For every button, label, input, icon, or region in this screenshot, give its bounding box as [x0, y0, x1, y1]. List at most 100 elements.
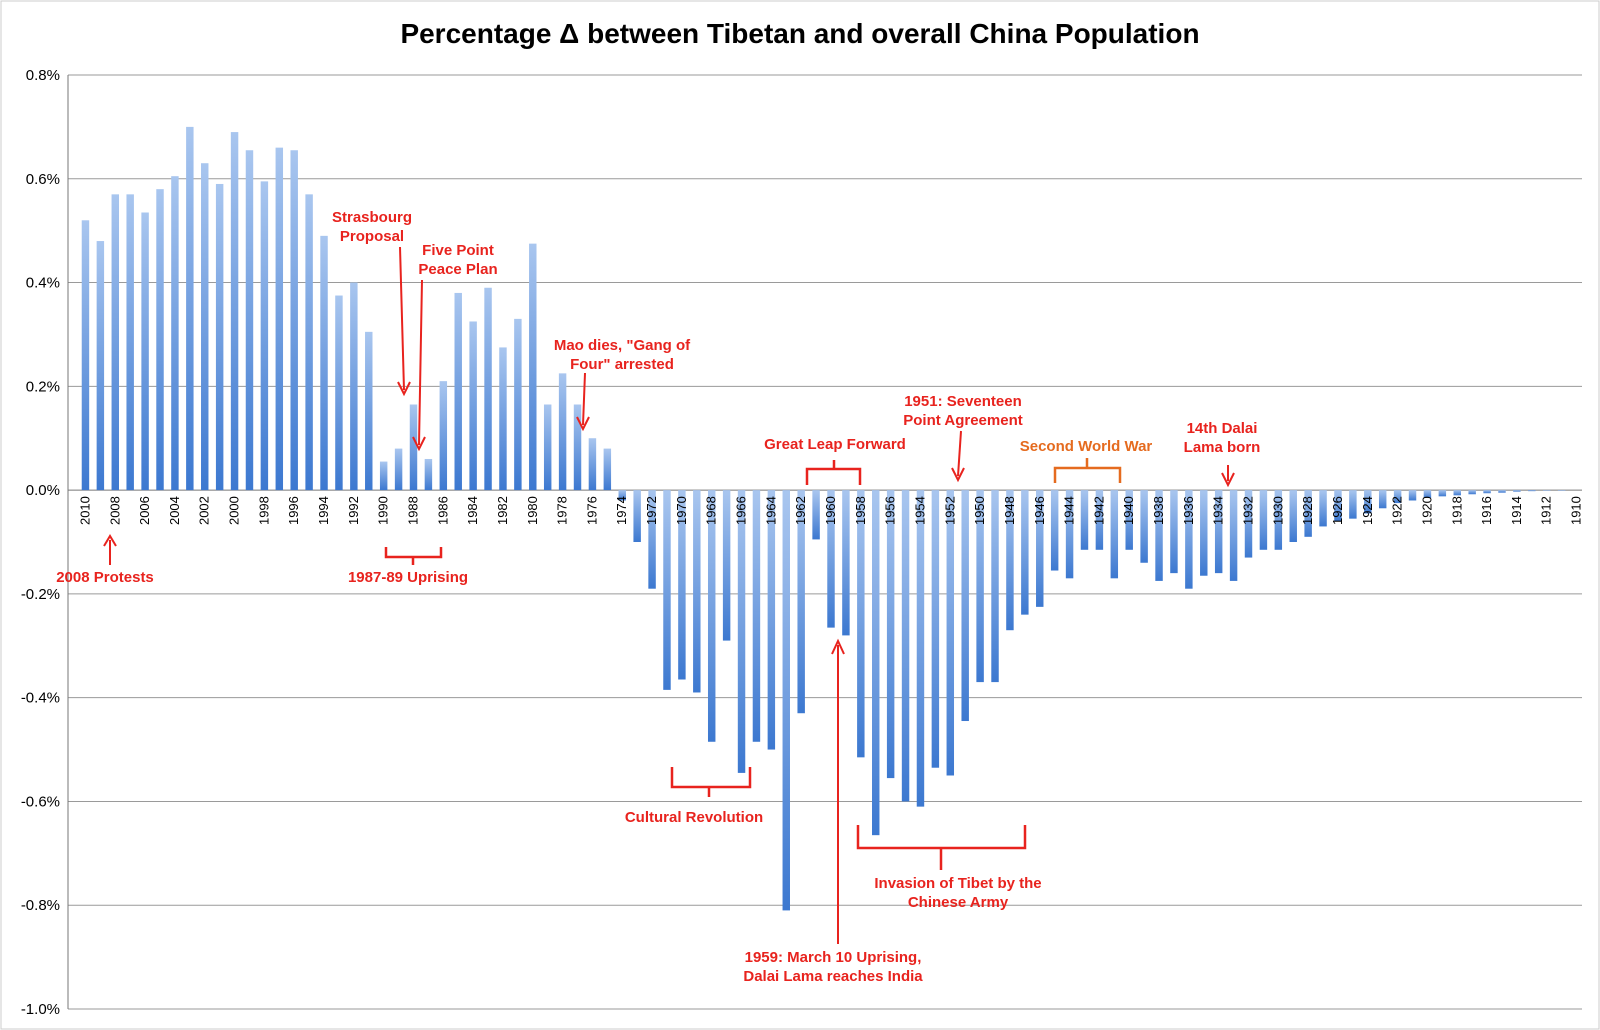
bar-1998 [260, 181, 269, 491]
annotation-1959-line1: 1959: March 10 Uprising, [745, 949, 922, 966]
bar-1935 [1200, 490, 1208, 576]
x-tick-label: 1926 [1330, 496, 1345, 525]
bar-1932 [1244, 490, 1253, 558]
arrow-seventeen [951, 430, 965, 483]
bar-1937 [1170, 490, 1178, 574]
bar-1955 [901, 490, 910, 802]
bracket-great-leap [805, 460, 862, 485]
bar-1969 [693, 490, 701, 693]
bar-2008 [111, 194, 120, 491]
annotation-1959-line2: Dalai Lama reaches India [743, 968, 923, 985]
bar-1942 [1095, 490, 1104, 550]
bar-1982 [499, 347, 507, 491]
bar-1995 [305, 194, 313, 491]
annotation-seventeen-line1: 1951: Seventeen [904, 393, 1022, 410]
bar-1936 [1185, 490, 1193, 589]
annotation-2008-protests: 2008 Protests [56, 569, 154, 586]
bar-1981 [514, 318, 522, 491]
bar-1988 [409, 404, 418, 491]
arrow-2008-protests [103, 534, 117, 565]
bar-1914 [1513, 490, 1521, 492]
bar-1961 [812, 490, 820, 540]
x-tick-label: 1980 [525, 496, 540, 525]
bar-1913 [1528, 490, 1536, 492]
bar-1997 [275, 147, 284, 491]
bar-1926 [1334, 490, 1342, 522]
x-tick-label: 1910 [1569, 496, 1584, 525]
bar-1962 [797, 490, 805, 714]
bar-1928 [1304, 490, 1312, 537]
annotation-dalai-line1: 14th Dalai [1187, 420, 1258, 437]
bar-1963 [782, 490, 790, 911]
bar-1944 [1065, 490, 1074, 579]
bracket-cultural-revolution [670, 767, 752, 797]
x-tick-label: 1966 [734, 496, 749, 525]
bar-2002 [201, 163, 209, 491]
bar-1965 [752, 490, 761, 742]
x-tick-label: 1944 [1062, 496, 1077, 525]
bar-1917 [1468, 490, 1476, 495]
bar-1990 [379, 461, 388, 491]
bar-1976 [588, 438, 597, 491]
bar-1996 [290, 150, 298, 491]
x-tick-label: 1946 [1032, 496, 1047, 525]
bar-1977 [573, 404, 582, 491]
bar-1975 [603, 448, 612, 491]
bar-1979 [543, 404, 552, 491]
x-tick-label: 2004 [167, 496, 182, 525]
annotation-1987-89-uprising: 1987-89 Uprising [348, 569, 468, 586]
bar-1933 [1229, 490, 1238, 581]
bar-1945 [1050, 490, 1059, 571]
y-tick-label: 0.6% [26, 171, 60, 188]
annotation-great-leap: Great Leap Forward [764, 436, 906, 453]
bar-1927 [1319, 490, 1327, 527]
annotation-seventeen-line2: Point Agreement [903, 412, 1022, 429]
bar-1957 [872, 490, 880, 836]
x-tick-label: 1936 [1181, 496, 1196, 525]
x-tick-label: 2000 [227, 496, 242, 525]
annotation-fivepoint-line2: Peace Plan [418, 261, 497, 278]
x-tick-label: 1920 [1419, 496, 1434, 525]
annotation-strasbourg-line1: Strasbourg [332, 209, 412, 226]
x-tick-label: 1982 [495, 496, 510, 525]
bar-1964 [767, 490, 776, 750]
arrow-dalai [1221, 465, 1235, 488]
y-tick-label: -1.0% [21, 1001, 60, 1018]
bar-1966 [737, 490, 746, 773]
x-tick-label: 1940 [1121, 496, 1136, 525]
bar-1920 [1423, 490, 1432, 498]
arrow-strasbourg [397, 246, 411, 397]
bar-1912 [1542, 490, 1551, 491]
x-tick-label: 1960 [823, 496, 838, 525]
bar-1940 [1125, 490, 1133, 550]
bar-1980 [529, 243, 537, 491]
bar-1943 [1080, 490, 1089, 550]
annotation-mao-line2: Four" arrested [570, 356, 674, 373]
bar-1987 [424, 458, 433, 491]
y-tick-label: 0.0% [26, 482, 60, 499]
x-tick-label: 1972 [644, 496, 659, 525]
bar-1971 [663, 490, 671, 690]
x-tick-label: 1948 [1002, 496, 1017, 525]
x-tick-label: 1914 [1509, 496, 1524, 525]
bar-1984 [469, 321, 477, 491]
bar-1916 [1483, 490, 1491, 494]
x-tick-label: 1988 [405, 496, 420, 525]
x-tick-label: 1942 [1091, 496, 1106, 525]
bar-1950 [976, 490, 984, 683]
bar-1951 [961, 490, 969, 722]
x-tick-label: 1958 [853, 496, 868, 525]
bar-1923 [1378, 490, 1387, 509]
y-tick-label: -0.8% [21, 897, 60, 914]
x-tick-label: 1992 [346, 496, 361, 525]
bar-2000 [230, 132, 239, 491]
x-tick-label: 1970 [674, 496, 689, 525]
bar-1986 [439, 381, 448, 491]
bar-1970 [678, 490, 686, 680]
annotation-wwii: Second World War [1020, 438, 1153, 455]
x-tick-label: 1996 [286, 496, 301, 525]
bar-1954 [916, 490, 925, 807]
x-tick-label: 2006 [137, 496, 152, 525]
